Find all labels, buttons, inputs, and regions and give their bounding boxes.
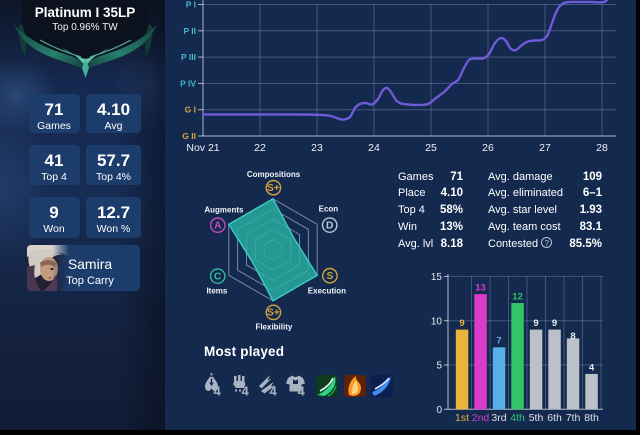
svg-text:2nd: 2nd (472, 412, 490, 424)
svg-text:1st: 1st (455, 412, 469, 424)
svg-text:7th: 7th (566, 412, 581, 424)
svg-text:9: 9 (552, 318, 557, 329)
svg-text:4: 4 (298, 384, 306, 399)
svg-text:12: 12 (512, 291, 523, 302)
svg-text:15: 15 (431, 272, 443, 283)
svg-text:22: 22 (254, 142, 266, 154)
svg-text:4: 4 (589, 362, 595, 373)
svg-text:8th: 8th (584, 412, 599, 424)
svg-text:G I: G I (185, 105, 196, 115)
svg-text:0: 0 (436, 405, 442, 416)
svg-text:9: 9 (459, 318, 464, 329)
svg-text:7: 7 (496, 336, 501, 347)
svg-text:4: 4 (214, 384, 222, 399)
svg-text:P I: P I (186, 0, 196, 10)
svg-text:Compositions: Compositions (247, 170, 301, 179)
svg-text:S+: S+ (267, 308, 280, 319)
svg-text:G II: G II (182, 131, 196, 141)
svg-text:Execution: Execution (308, 286, 346, 295)
svg-text:13: 13 (475, 283, 486, 294)
svg-text:6th: 6th (547, 412, 562, 424)
svg-text:4: 4 (270, 384, 278, 399)
svg-text:4: 4 (242, 384, 250, 399)
svg-text:A: A (214, 221, 222, 232)
svg-text:24: 24 (368, 142, 380, 154)
svg-text:Augments: Augments (204, 205, 244, 214)
svg-text:S+: S+ (267, 183, 280, 194)
svg-text:Nov 21: Nov 21 (186, 142, 219, 154)
svg-text:9: 9 (533, 318, 538, 329)
svg-text:Econ: Econ (319, 204, 339, 213)
svg-text:P IV: P IV (180, 78, 196, 88)
svg-text:10: 10 (431, 316, 443, 327)
svg-text:27: 27 (539, 142, 551, 154)
svg-text:P II: P II (183, 26, 196, 36)
svg-text:4th: 4th (510, 412, 525, 424)
svg-text:8: 8 (570, 331, 575, 342)
svg-text:C: C (214, 271, 222, 282)
svg-text:P III: P III (181, 52, 196, 62)
svg-text:D: D (326, 220, 333, 231)
svg-text:26: 26 (482, 142, 494, 154)
svg-text:23: 23 (311, 142, 323, 154)
svg-text:Items: Items (206, 286, 227, 295)
svg-text:5th: 5th (529, 412, 544, 424)
svg-text:28: 28 (596, 142, 608, 154)
svg-text:S: S (327, 271, 334, 282)
svg-text:25: 25 (425, 142, 437, 154)
svg-text:3rd: 3rd (491, 412, 506, 424)
svg-text:Flexibility: Flexibility (255, 322, 292, 331)
svg-text:5: 5 (436, 361, 442, 372)
